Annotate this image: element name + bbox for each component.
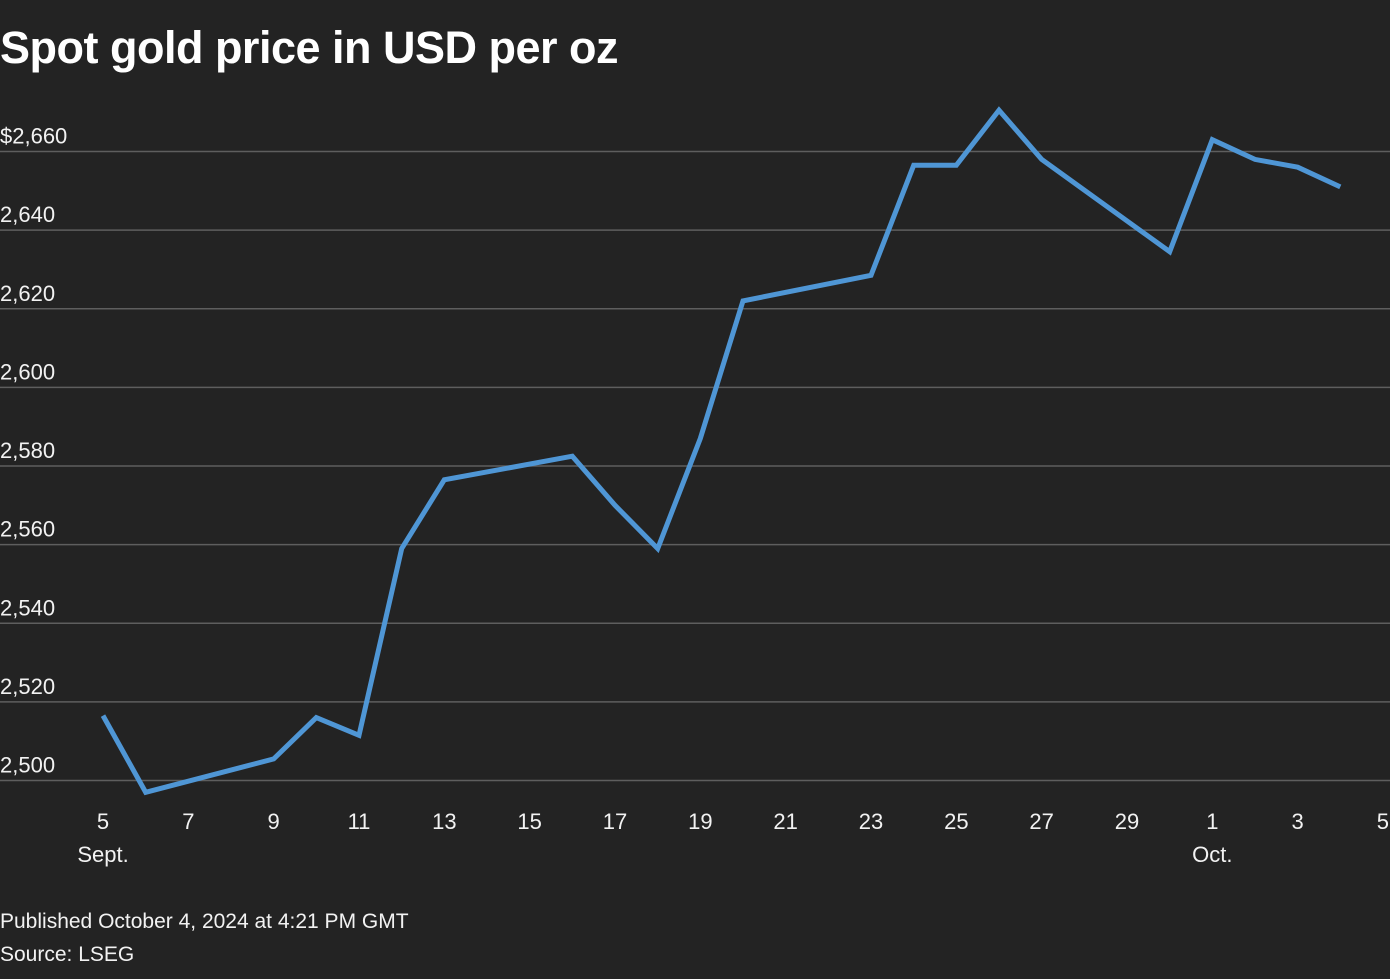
y-tick-label-2540: 2,540 (0, 595, 55, 620)
x-tick-label-6: 11 (348, 809, 371, 834)
data-point-5 (399, 546, 404, 551)
data-point-7 (570, 454, 575, 459)
published-note: Published October 4, 2024 at 4:21 PM GMT (0, 910, 409, 933)
data-point-12 (869, 273, 874, 278)
x-tick-label-12: 17 (603, 809, 627, 834)
x-tick-label-20: 25 (944, 809, 968, 834)
y-tick-label-2620: 2,620 (0, 281, 55, 306)
data-point-16 (1039, 157, 1044, 162)
data-point-3 (314, 715, 319, 720)
data-point-4 (357, 733, 362, 738)
x-tick-label-14: 19 (688, 809, 712, 834)
x-axis-tick-labels: 5 Sept. 7 9 11 13 15 17 19 21 23 25 27 29 1 Oct. 3 5 (77, 809, 1389, 867)
x-tick-label-18: 23 (859, 809, 883, 834)
data-point-13 (911, 163, 916, 168)
y-tick-label-2640: 2,640 (0, 202, 55, 227)
x-tick-label-24: 29 (1115, 809, 1139, 834)
data-point-10 (698, 436, 703, 441)
data-point-21 (1338, 184, 1343, 189)
data-point-1 (143, 790, 148, 795)
x-tick-label-30: 5 (1377, 809, 1389, 834)
data-point-2 (271, 756, 276, 761)
series-line-0 (100, 106, 1342, 796)
data-point-17 (1167, 249, 1172, 254)
data-point-20 (1295, 165, 1300, 170)
y-tick-label-2580: 2,580 (0, 438, 55, 463)
data-point-8 (613, 503, 618, 508)
source-note: Source: LSEG (0, 943, 135, 966)
grid-lines (0, 150, 1390, 782)
y-tick-label-2520: 2,520 (0, 674, 55, 699)
x-tick-label-8: 13 (432, 809, 456, 834)
x-tick-label-0: 5 (97, 809, 109, 834)
y-tick-label-2560: 2,560 (0, 517, 55, 542)
x-month-label-0: Sept. (77, 842, 128, 867)
y-tick-label-2660: $2,660 (0, 124, 67, 149)
x-tick-label-4: 9 (268, 809, 280, 834)
data-point-6 (442, 477, 447, 482)
x-tick-label-10: 15 (517, 809, 541, 834)
data-point-9 (655, 546, 660, 551)
data-point-15 (997, 108, 1002, 113)
data-point-19 (1253, 157, 1258, 162)
x-tick-label-22: 27 (1029, 809, 1053, 834)
x-tick-label-2: 7 (182, 809, 194, 834)
x-tick-label-16: 21 (773, 809, 797, 834)
data-point-11 (741, 298, 746, 303)
data-point-14 (954, 163, 959, 168)
chart-title: Spot gold price in USD per oz (0, 22, 619, 73)
x-month-label-26: Oct. (1192, 842, 1232, 867)
y-tick-label-2500: 2,500 (0, 753, 55, 778)
y-tick-label-2600: 2,600 (0, 359, 55, 384)
y-axis-tick-labels: 2,500 2,520 2,540 2,560 2,580 2,600 2,620 2,640… (0, 124, 67, 778)
series-layer (100, 106, 1343, 796)
data-point-0 (101, 713, 106, 718)
data-point-18 (1210, 137, 1215, 142)
x-tick-label-26: 1 (1206, 809, 1218, 834)
x-tick-label-28: 3 (1292, 809, 1304, 834)
